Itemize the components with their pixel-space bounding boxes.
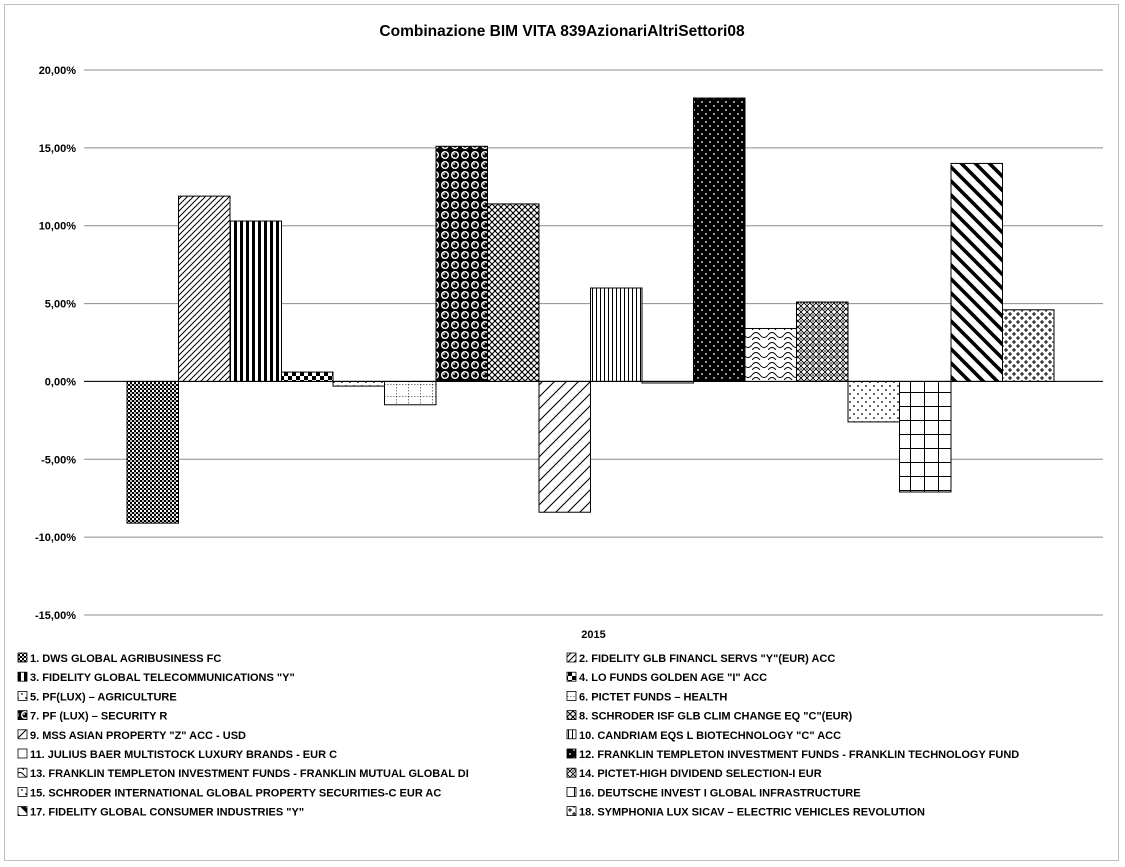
legend-label: 2. FIDELITY GLB FINANCL SERVS "Y"(EUR) A…	[579, 653, 835, 665]
bars	[126, 97, 1055, 524]
legend-swatch	[17, 729, 28, 740]
legend-label: 5. PF(LUX) – AGRICULTURE	[30, 691, 177, 703]
bar-series-12	[693, 97, 746, 382]
legend-label: 16. DEUTSCHE INVEST I GLOBAL INFRASTRUCT…	[579, 787, 861, 799]
legend-label: 12. FRANKLIN TEMPLETON INVESTMENT FUNDS …	[579, 749, 1019, 761]
legend-swatch	[566, 710, 577, 720]
legend-label: 1. DWS GLOBAL AGRIBUSINESS FC	[30, 653, 221, 665]
bar-series-2	[178, 195, 231, 382]
legend-swatch	[17, 806, 28, 816]
legend-label: 4. LO FUNDS GOLDEN AGE "I" ACC	[579, 672, 767, 684]
y-tick-label: 20,00%	[39, 65, 77, 77]
bar-series-4	[281, 371, 334, 382]
x-category-label: 2015	[581, 629, 605, 641]
legend-label: 13. FRANKLIN TEMPLETON INVESTMENT FUNDS …	[30, 768, 469, 780]
legend-swatch	[17, 710, 28, 720]
legend-swatch	[566, 767, 577, 778]
bar-series-1	[126, 380, 179, 524]
legend-swatch	[17, 671, 28, 682]
y-tick-label: -5,00%	[41, 454, 76, 466]
chart-title: Combinazione BIM VITA 839AzionariAltriSe…	[379, 23, 745, 40]
legend-label: 9. MSS ASIAN PROPERTY "Z" ACC - USD	[30, 730, 246, 742]
legend-swatch	[566, 806, 577, 816]
legend-swatch	[566, 729, 577, 740]
legend-swatch	[17, 787, 28, 797]
legend-swatch	[566, 671, 577, 682]
legend-label: 18. SYMPHONIA LUX SICAV – ELECTRIC VEHIC…	[579, 807, 925, 819]
bar-series-5	[332, 380, 385, 387]
bar-series-16	[899, 380, 952, 493]
legend-label: 17. FIDELITY GLOBAL CONSUMER INDUSTRIES …	[30, 807, 304, 819]
legend-label: 3. FIDELITY GLOBAL TELECOMMUNICATIONS "Y…	[30, 672, 295, 684]
bar-series-7	[435, 145, 488, 382]
legend-label: 10. CANDRIAM EQS L BIOTECHNOLOGY "C" ACC	[579, 730, 841, 742]
legend-label: 11. JULIUS BAER MULTISTOCK LUXURY BRANDS…	[30, 749, 337, 761]
legend-label: 7. PF (LUX) – SECURITY R	[30, 711, 167, 723]
legend-swatch	[566, 691, 577, 701]
bar-series-15	[847, 380, 900, 423]
legend-swatch	[17, 767, 28, 778]
bar-series-3	[229, 220, 282, 382]
y-tick-label: -10,00%	[35, 532, 76, 544]
bar-series-10	[590, 287, 643, 382]
legend-swatch	[17, 652, 28, 663]
y-tick-label: 15,00%	[39, 143, 77, 155]
bar-series-18	[1002, 309, 1055, 382]
legend-label: 14. PICTET-HIGH DIVIDEND SELECTION-I EUR	[579, 768, 822, 780]
bar-series-13	[744, 327, 797, 382]
legend-swatch	[566, 652, 577, 663]
legend-label: 6. PICTET FUNDS – HEALTH	[579, 691, 727, 703]
bar-series-17	[950, 162, 1003, 382]
legend: 1. DWS GLOBAL AGRIBUSINESS FC 2. FIDELITY…	[17, 652, 1019, 819]
y-tick-label: 0,00%	[45, 376, 76, 388]
bar-series-6	[384, 380, 437, 406]
y-tick-label: -15,00%	[35, 610, 76, 622]
y-axis-tick-labels: -15,00% -10,00% -5,00% 0,00% 5,00% 10,00% 15,0…	[35, 65, 76, 622]
y-tick-label: 5,00%	[45, 299, 76, 311]
legend-label: 15. SCHRODER INTERNATIONAL GLOBAL PROPER…	[30, 787, 441, 799]
bar-series-8	[487, 203, 540, 382]
legend-swatch	[566, 787, 577, 797]
legend-swatch	[566, 748, 577, 759]
legend-label: 8. SCHRODER ISF GLB CLIM CHANGE EQ "C"(E…	[579, 711, 853, 723]
y-tick-label: 10,00%	[39, 221, 77, 233]
bar-series-14	[796, 301, 849, 382]
legend-swatch	[17, 691, 28, 701]
bar-series-9	[538, 380, 591, 513]
legend-swatch	[17, 748, 28, 759]
